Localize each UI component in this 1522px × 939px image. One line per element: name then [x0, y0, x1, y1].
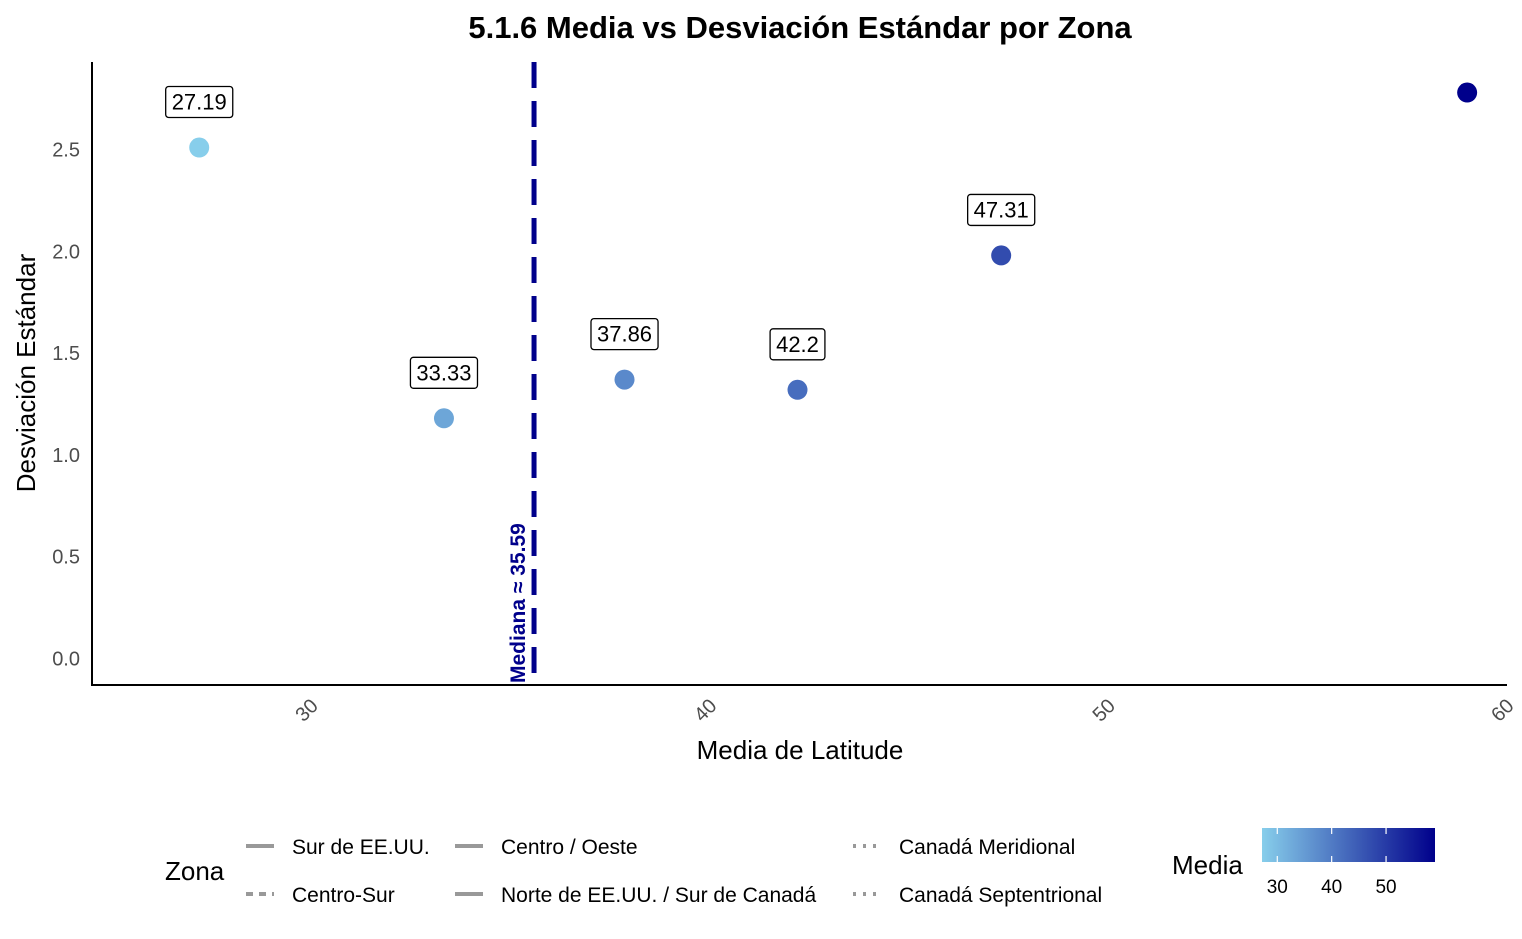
y-tick-label: 1.0	[52, 445, 80, 467]
legend-media-title: Media	[1172, 850, 1243, 880]
data-label-box	[590, 317, 659, 351]
x-tick-label: 40	[690, 695, 721, 726]
data-label: 33.33	[409, 356, 479, 389]
y-tick-label: 2.0	[52, 241, 80, 263]
data-label-box	[769, 328, 826, 361]
y-axis-ticks: 0.0 0.5 1.0 1.5 2.0 2.5	[52, 140, 80, 671]
y-tick-label: 2.5	[52, 140, 80, 162]
data-label-box	[967, 193, 1036, 227]
plot-area: Mediana ≈ 35.59 27.19 33.33 37.86 42.2 47.31	[165, 62, 1478, 685]
y-tick-label: 0.5	[52, 547, 80, 569]
legend-zona-label: Centro-Sur	[292, 884, 395, 907]
y-tick-label: 0.0	[52, 649, 80, 671]
data-point	[991, 245, 1012, 266]
colorbar-tick-label: 50	[1375, 877, 1396, 898]
data-label-box	[165, 85, 234, 119]
data-label: 42.2	[769, 328, 826, 361]
x-tick-label: 60	[1487, 695, 1518, 726]
chart-title: 5.1.6 Media vs Desviación Estándar por Z…	[468, 10, 1132, 45]
y-tick-label: 1.5	[52, 343, 80, 365]
legend-zona-label: Sur de EE.UU.	[292, 836, 430, 859]
x-axis-title: Media de Latitude	[697, 735, 904, 765]
legend-zona: Zona Sur de EE.UU. Centro-Sur Centro / Oes…	[165, 836, 1102, 907]
x-axis-ticks: 30 40 50 60	[291, 695, 1518, 726]
legend-zona-label: Canadá Meridional	[899, 836, 1075, 859]
colorbar-tick-label: 40	[1321, 877, 1342, 898]
data-label-text: 37.86	[597, 322, 652, 347]
data-label: 47.31	[967, 193, 1036, 227]
colorbar-tick-label: 30	[1267, 877, 1288, 898]
legend-zona-label: Norte de EE.UU. / Sur de Canadá	[501, 884, 816, 907]
data-point	[189, 137, 210, 158]
data-point	[433, 408, 454, 429]
data-label: 37.86	[590, 317, 659, 351]
data-point	[1457, 82, 1478, 103]
data-point	[787, 379, 808, 400]
legend-zona-label: Centro / Oeste	[501, 836, 638, 859]
legend-media: Media 30 40 50	[1172, 828, 1435, 898]
data-label-text: 47.31	[974, 197, 1029, 222]
data-point	[614, 369, 635, 390]
data-label: 27.19	[165, 85, 234, 119]
x-tick-label: 50	[1089, 695, 1120, 726]
legend-zona-title: Zona	[165, 856, 225, 886]
y-axis-title: Desviación Estándar	[11, 253, 41, 492]
data-label-text: 33.33	[416, 360, 471, 385]
colorbar	[1262, 828, 1435, 862]
median-label: Mediana ≈ 35.59	[507, 523, 530, 683]
data-label-text: 42.2	[776, 332, 819, 357]
legend-zona-label: Canadá Septentrional	[899, 884, 1102, 907]
data-label-box	[409, 356, 479, 389]
x-tick-label: 30	[291, 695, 322, 726]
data-label-text: 27.19	[172, 90, 227, 115]
